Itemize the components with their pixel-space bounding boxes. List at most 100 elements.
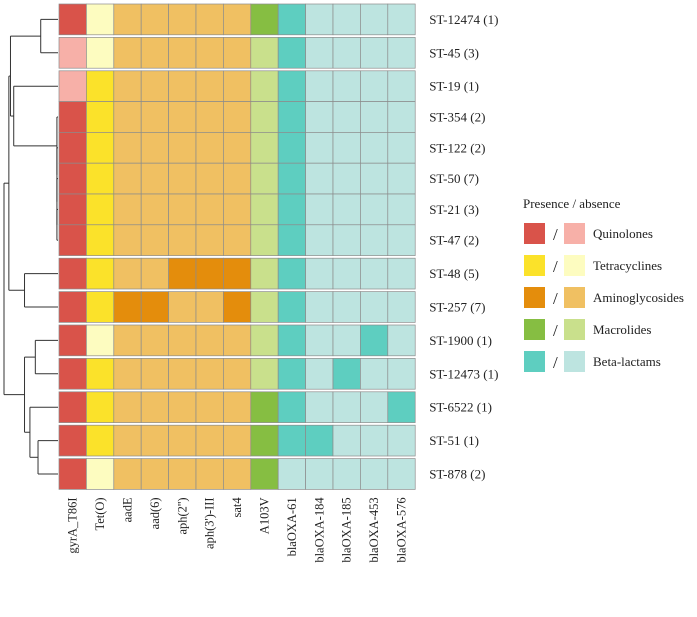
heatmap-cell [332,291,361,323]
heatmap-cell [168,70,197,102]
legend-label: Beta-lactams [593,354,661,369]
legend-present-swatch [524,255,545,276]
heatmap-cell [140,37,169,69]
heatmap-cell [387,391,416,423]
heatmap-cell [277,424,306,457]
heatmap-cell [250,358,279,390]
heatmap-cell [140,424,169,457]
heatmap-cell [223,257,252,290]
heatmap-cell [250,193,279,226]
heatmap-cell [195,224,224,256]
heatmap-cell [140,291,169,323]
heatmap-cell [195,70,224,102]
heatmap-cell [168,391,197,423]
heatmap-cell [305,162,334,195]
heatmap-cell [168,162,197,195]
heatmap-cell [195,37,224,69]
heatmap-cell [277,132,306,164]
heatmap-cell [360,257,389,290]
heatmap-cell [360,224,389,256]
heatmap-cell [250,424,279,457]
heatmap-cell [168,458,197,490]
heatmap-cell [58,358,87,390]
legend-absent-swatch [564,255,585,276]
column-label: aad(6) [148,497,162,529]
heatmap-cell [250,324,279,357]
heatmap-cell [58,324,87,357]
column-label: aadE [121,497,135,522]
heatmap-cell [360,37,389,69]
heatmap-cell [223,291,252,323]
column-labels: gyrA_T86I Tet(O) aadE aad(6) aph(2'') aph(3')… [66,497,409,563]
heatmap-cell [140,162,169,195]
heatmap-cell [168,101,197,133]
heatmap-cell [360,291,389,323]
heatmap-cell [332,224,361,256]
heatmap-cell [223,70,252,102]
heatmap-cell [195,162,224,195]
row-label: ST-19 (1) [429,79,479,94]
row-label: ST-45 (3) [429,45,479,60]
heatmap-cell [305,224,334,256]
heatmap-cell [58,101,87,133]
heatmap-cell [305,132,334,164]
heatmap-cell [86,291,115,323]
heatmap-cell [277,224,306,256]
heatmap-cell [332,70,361,102]
heatmap-cell [305,257,334,290]
heatmap-cell [223,193,252,226]
heatmap-cell [305,358,334,390]
heatmap-cell [195,101,224,133]
row-label: ST-6522 (1) [429,400,492,415]
heatmap-cell [58,3,87,36]
heatmap-cell [250,224,279,256]
legend-separator: / [553,321,558,340]
row-label: ST-50 (7) [429,171,479,186]
heatmap-cell [250,132,279,164]
heatmap-cell [360,162,389,195]
heatmap-cell [86,224,115,256]
heatmap-cell [387,132,416,164]
heatmap-cell [223,391,252,423]
heatmap-cell [86,162,115,195]
heatmap-cell [277,162,306,195]
heatmap-cell [387,3,416,36]
heatmap-cell [277,193,306,226]
column-label: aph(3')-III [203,497,217,549]
heatmap-cell [387,101,416,133]
heatmap-cell [86,70,115,102]
heatmap-cell [332,162,361,195]
heatmap-cell [387,37,416,69]
heatmap-cell [168,224,197,256]
legend-separator: / [553,225,558,244]
heatmap-cell [195,257,224,290]
heatmap-cell [332,391,361,423]
heatmap-cell [58,193,87,226]
row-label: ST-48 (5) [429,266,479,281]
legend-label: Quinolones [593,226,653,241]
legend-label: Macrolides [593,322,651,337]
heatmap-cell [360,358,389,390]
heatmap-cell [195,193,224,226]
heatmap-cell [168,3,197,36]
column-label: blaOXA-185 [340,497,354,562]
heatmap-cell [86,132,115,164]
heatmap-cell [223,101,252,133]
heatmap-cell [332,424,361,457]
heatmap-cell [140,3,169,36]
heatmap-cell [86,37,115,69]
heatmap-cell [113,424,142,457]
heatmap-cell [86,358,115,390]
heatmap-cell [277,101,306,133]
heatmap-cell [113,132,142,164]
heatmap-cell [113,391,142,423]
heatmap-cell [360,458,389,490]
heatmap-cell [113,162,142,195]
heatmap-cell [305,70,334,102]
heatmap-cell [250,257,279,290]
heatmap-cell [305,3,334,36]
heatmap-cell [387,358,416,390]
heatmap-cell [250,458,279,490]
dendrogram [3,18,58,475]
heatmap-cell [140,224,169,256]
